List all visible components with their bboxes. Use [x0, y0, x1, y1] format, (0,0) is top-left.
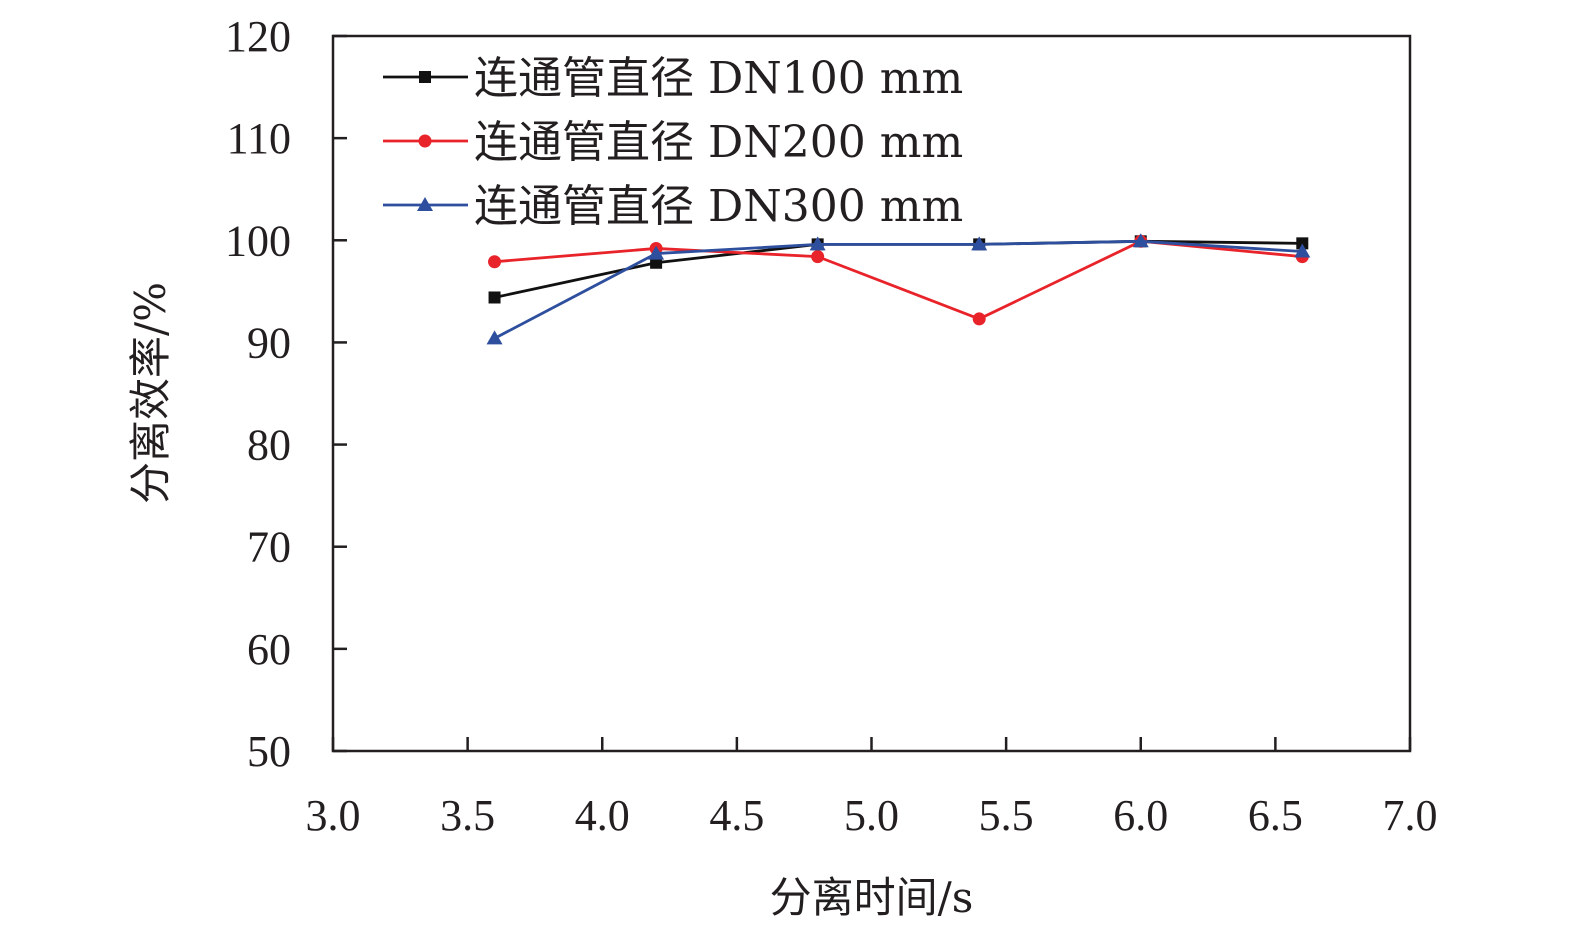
- data-point-triangle: [971, 236, 988, 251]
- x-tick-label: 5.5: [979, 791, 1034, 840]
- data-point-triangle: [809, 236, 826, 251]
- y-tick-label: 90: [247, 318, 291, 367]
- y-tick-label: 110: [227, 114, 291, 163]
- series-3: [486, 233, 1311, 345]
- y-tick-label: 60: [247, 625, 291, 674]
- x-tick-label: 3.5: [440, 791, 495, 840]
- x-tick-label: 4.5: [709, 791, 764, 840]
- data-point-square: [650, 256, 663, 269]
- data-point-circle: [972, 312, 986, 326]
- legend-item-1: 连通管直径 DN100 mm: [383, 53, 963, 104]
- legend-label: 连通管直径 DN100 mm: [474, 53, 963, 104]
- series-line: [494, 239, 1303, 321]
- series-line: [493, 239, 1303, 340]
- x-tick-label: 7.0: [1383, 791, 1438, 840]
- x-axis-title: 分离时间/s: [770, 873, 974, 922]
- x-tick-label: 5.0: [844, 791, 899, 840]
- data-point-triangle: [1294, 243, 1311, 258]
- x-tick-label: 6.5: [1248, 791, 1303, 840]
- x-tick-label: 3.0: [306, 791, 361, 840]
- y-axis-title: 分离效率/%: [126, 282, 175, 504]
- data-point-circle: [488, 255, 502, 269]
- data-point-square: [488, 291, 501, 304]
- data-point-square: [1296, 237, 1309, 250]
- legend-marker-circle: [418, 134, 432, 148]
- y-tick-label: 70: [247, 523, 291, 572]
- legend-label: 连通管直径 DN200 mm: [474, 117, 963, 168]
- series-2: [488, 234, 1309, 326]
- legend-marker-square: [419, 71, 431, 83]
- data-point-triangle: [648, 245, 665, 260]
- x-tick-label: 6.0: [1113, 791, 1168, 840]
- y-tick-label: 120: [225, 12, 291, 61]
- data-point-triangle: [486, 330, 503, 345]
- legend-item-3: 连通管直径 DN300 mm: [383, 181, 963, 232]
- data-point-circle: [811, 250, 825, 264]
- legend-marker-triangle: [417, 197, 433, 211]
- data-point-triangle: [1132, 233, 1149, 248]
- y-tick-label: 80: [247, 421, 291, 470]
- y-tick-label: 100: [225, 216, 291, 265]
- x-tick-label: 4.0: [575, 791, 630, 840]
- legend-item-2: 连通管直径 DN200 mm: [383, 117, 963, 168]
- y-tick-label: 50: [247, 727, 291, 776]
- legend-label: 连通管直径 DN300 mm: [474, 181, 963, 232]
